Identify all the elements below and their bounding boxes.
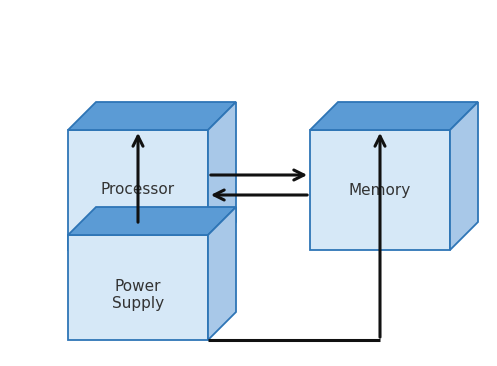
Text: Power
Supply: Power Supply xyxy=(112,279,164,311)
Polygon shape xyxy=(310,102,478,130)
Text: Processor: Processor xyxy=(101,183,175,198)
Bar xyxy=(68,130,208,250)
Bar xyxy=(310,130,450,250)
Polygon shape xyxy=(208,207,236,340)
Polygon shape xyxy=(68,207,236,235)
Text: Memory: Memory xyxy=(349,183,411,198)
Bar xyxy=(68,235,208,340)
Polygon shape xyxy=(208,102,236,250)
Polygon shape xyxy=(450,102,478,250)
Polygon shape xyxy=(68,102,236,130)
